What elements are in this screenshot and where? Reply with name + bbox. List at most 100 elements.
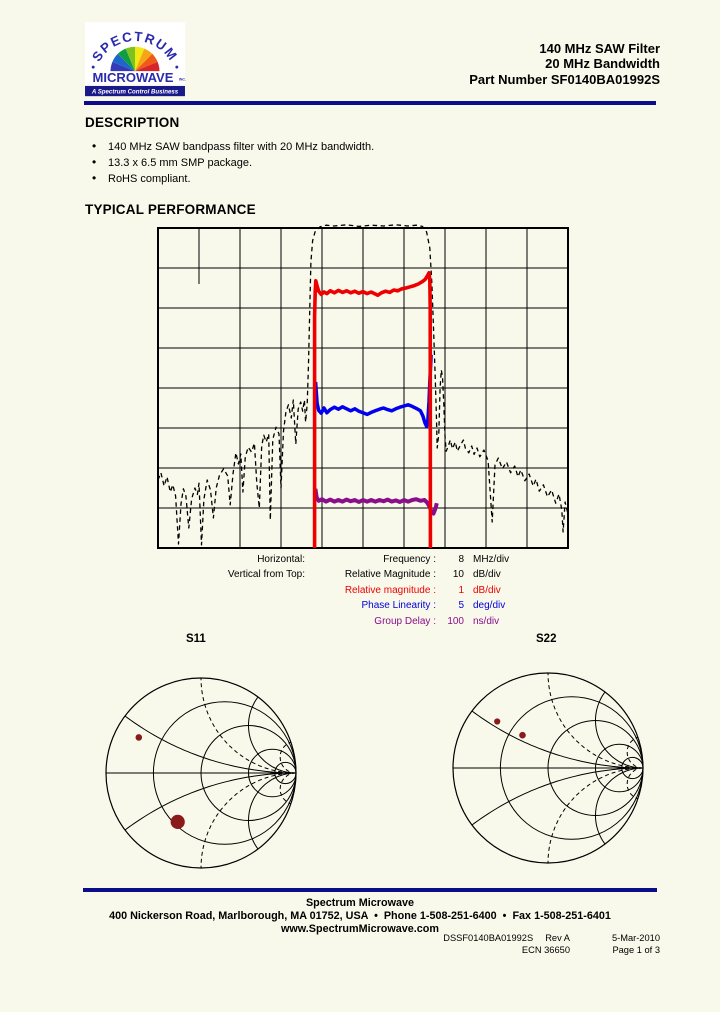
legend-cell-lg: Horizontal: xyxy=(257,554,305,565)
footer-rule xyxy=(83,888,657,892)
trace-group-delay xyxy=(313,488,439,516)
chart-grid xyxy=(158,228,568,548)
description-bullet: RoHS compliant. xyxy=(92,170,374,187)
trace-blob xyxy=(135,734,143,741)
doc-info: DSSF0140BA01992S Rev A 5-Mar-2010 ECN 366… xyxy=(443,933,660,957)
legend-cell-lu: MHz/div xyxy=(473,554,510,565)
chart-legend: Horizontal: Frequency : 8 MHz/div Vertical f… xyxy=(160,552,563,629)
logo-tagline: A Spectrum Control Business xyxy=(91,88,179,95)
legend-cell-lp: Group Delay : xyxy=(374,615,436,627)
smith-grid xyxy=(105,677,297,869)
header-title-block: 140 MHz SAW Filter 20 MHz Bandwidth Part… xyxy=(469,41,660,87)
legend-row: Horizontal: Frequency : 8 MHz/div xyxy=(160,552,563,567)
smith-reactance-arc xyxy=(124,715,296,774)
rainbow-wedge xyxy=(135,48,153,72)
smith-reactance-arc xyxy=(279,772,296,805)
smith-reactance-arc xyxy=(626,767,643,800)
smith-grid xyxy=(452,672,644,864)
doc-rev: Rev A xyxy=(545,933,570,943)
smith-reactance-arc xyxy=(547,767,644,864)
legend-cell-lv: 100 xyxy=(447,615,464,627)
trace-blob xyxy=(519,731,526,739)
rainbow-wedge xyxy=(117,48,135,72)
doc-number: DSSF0140BA01992S xyxy=(443,933,534,943)
trace-relative-magnitude xyxy=(312,270,433,549)
doc-ecn: ECN 36650 xyxy=(521,944,570,955)
smith-reactance-arc xyxy=(279,741,296,774)
smith-reactance-arc xyxy=(200,772,297,869)
footer-company: Spectrum Microwave xyxy=(305,897,414,909)
legend-row: Phase Linearity : 5 deg/div xyxy=(160,598,563,613)
s11-label: S11 xyxy=(186,633,206,645)
trace-relative-magnitude xyxy=(157,224,569,546)
header-line-product: 140 MHz SAW Filter xyxy=(539,41,660,56)
smith-reactance-arc xyxy=(200,677,297,774)
logo-banner xyxy=(85,85,185,97)
s22-label: S22 xyxy=(536,633,557,645)
legend-cell-lv: 8 xyxy=(458,554,464,565)
smith-reactance-arc xyxy=(595,767,644,845)
company-logo: SPECTRUM MICROWAVE INC. A Spectrum Contr… xyxy=(84,22,186,102)
description-list: 140 MHz SAW bandpass filter with 20 MHz … xyxy=(92,138,374,188)
legend-row: Group Delay : 100 ns/div xyxy=(160,614,563,629)
legend-cell-lu: dB/div xyxy=(473,569,501,581)
company-logo-graphic: SPECTRUM MICROWAVE INC. A Spectrum Contr… xyxy=(85,22,186,97)
logo-name-text: MICROWAVE xyxy=(92,70,173,85)
s11-smith-chart xyxy=(105,677,297,869)
smith-reactance-arc xyxy=(547,672,644,769)
smith-reactance-arc xyxy=(471,710,643,769)
description-bullet: 140 MHz SAW bandpass filter with 20 MHz … xyxy=(92,138,374,155)
rainbow-wedge xyxy=(135,46,145,72)
trace-phase-linearity xyxy=(313,354,433,429)
legend-cell-lg: Vertical from Top: xyxy=(227,569,305,581)
smith-reactance-arc xyxy=(248,696,297,774)
legend-cell-lg xyxy=(160,583,305,598)
doc-number-rev: DSSF0140BA01992S Rev A xyxy=(443,933,570,945)
rainbow-fan-icon xyxy=(110,46,160,72)
legend-cell-lp: Frequency : xyxy=(383,554,436,565)
legend-cell-lp: Relative Magnitude : xyxy=(344,569,436,581)
smith-reactance-arc xyxy=(626,736,643,769)
legend-cell-lg xyxy=(160,598,305,613)
header-rule xyxy=(84,101,656,105)
rainbow-wedge xyxy=(135,53,158,72)
chart-border xyxy=(157,227,569,549)
trace-blob xyxy=(170,814,185,829)
header-line-bandwidth: 20 MHz Bandwidth xyxy=(545,56,660,72)
legend-cell-lv: 1 xyxy=(458,584,464,596)
description-bullet: 13.3 x 6.5 mm SMP package. xyxy=(92,154,374,171)
smith-reactance-arc xyxy=(595,691,644,769)
header-line-part-number: Part Number SF0140BA01992S xyxy=(469,71,660,87)
smith-reactance-arc xyxy=(471,767,643,826)
legend-row: Relative magnitude : 1 dB/div xyxy=(160,583,563,598)
trace-blob xyxy=(494,718,501,725)
legend-cell-lv: 5 xyxy=(458,600,464,612)
s22-smith-chart xyxy=(452,672,644,864)
rainbow-wedge xyxy=(110,61,135,72)
rainbow-wedge xyxy=(135,61,160,72)
footer-block: Spectrum Microwave 400 Nickerson Road, M… xyxy=(80,897,640,937)
footer-website: www.SpectrumMicrowave.com xyxy=(281,923,439,936)
legend-row: Vertical from Top: Relative Magnitude : 10… xyxy=(160,567,563,582)
smith-reactance-arc xyxy=(248,772,297,850)
logo-inc-text: INC. xyxy=(179,77,186,81)
legend-cell-lg xyxy=(160,614,305,629)
doc-page: Page 1 of 3 xyxy=(612,944,660,955)
rainbow-wedge xyxy=(112,53,135,72)
legend-cell-lp: Phase Linearity : xyxy=(361,600,437,612)
performance-heading: TYPICAL PERFORMANCE xyxy=(85,202,256,217)
logo-left-dot xyxy=(91,65,95,69)
rainbow-wedge xyxy=(125,46,135,72)
smith-reactance-arc xyxy=(124,772,296,831)
footer-address: 400 Nickerson Road, Marlborough, MA 0175… xyxy=(109,910,611,923)
doc-date: 5-Mar-2010 xyxy=(611,933,660,943)
legend-cell-lu: deg/div xyxy=(473,600,506,612)
legend-cell-lu: ns/div xyxy=(473,615,500,627)
legend-cell-lp: Relative magnitude : xyxy=(344,584,436,596)
legend-cell-lv: 10 xyxy=(452,569,464,581)
description-heading: DESCRIPTION xyxy=(85,115,180,130)
frequency-response-chart xyxy=(157,224,569,549)
logo-right-dot xyxy=(175,65,179,69)
legend-cell-lu: dB/div xyxy=(473,584,501,596)
